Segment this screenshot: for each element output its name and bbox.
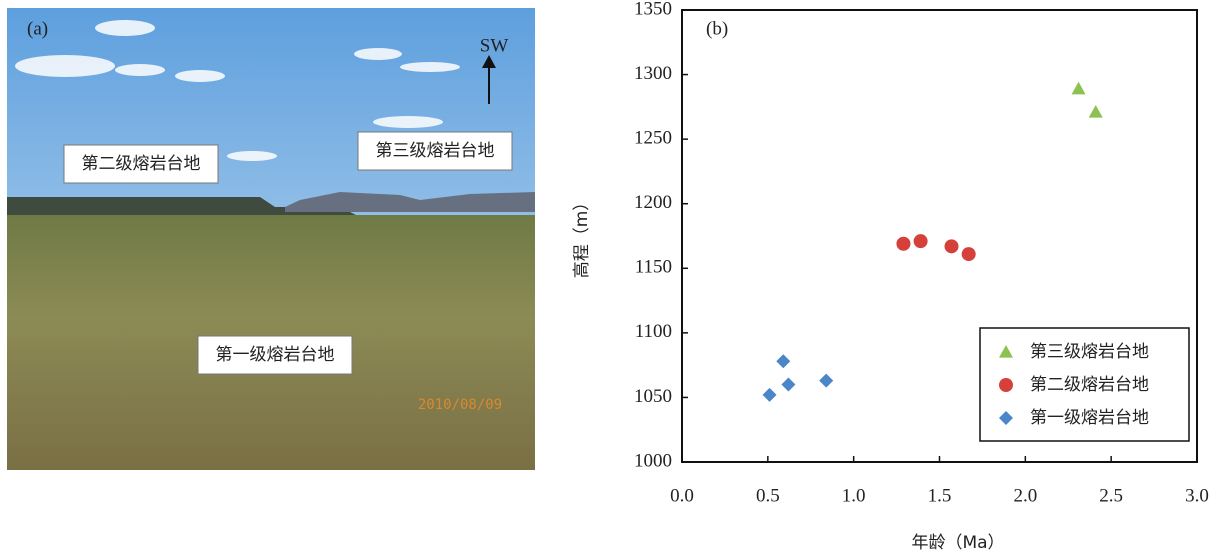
legend-label: 第二级熔岩台地: [1030, 375, 1149, 395]
photo-label: 第二级熔岩台地: [82, 154, 201, 174]
photo-panel-label: (a): [27, 18, 48, 39]
x-axis-label: 年龄（Ma）: [911, 533, 1004, 553]
y-axis-label: 高程（m）: [572, 194, 592, 279]
x-tick-label: 1.5: [928, 485, 952, 506]
y-tick-label: 1250: [634, 128, 672, 149]
y-tick-label: 1200: [634, 192, 672, 213]
y-tick-label: 1300: [634, 63, 672, 84]
legend-label: 第三级熔岩台地: [1030, 342, 1149, 362]
chart: (b) 年龄（Ma） 高程（m） 1000 1050 1100 1150 1200 125…: [572, 0, 1209, 553]
chart-panel-label: (b): [706, 18, 728, 39]
y-tick-label: 1150: [635, 257, 672, 278]
figure: (a) SW 第二级熔岩台地 第三级熔岩台地 第一级熔岩台地 2010/08/0…: [0, 0, 1227, 556]
direction-label: SW: [480, 35, 509, 56]
x-tick-label: 1.0: [842, 485, 866, 506]
y-tick-label: 1350: [634, 0, 672, 19]
legend-label: 第一级熔岩台地: [1030, 408, 1149, 428]
x-tick-label: 2.5: [1099, 485, 1123, 506]
marker: [945, 239, 959, 253]
photo: (a) SW 第二级熔岩台地 第三级熔岩台地 第一级熔岩台地 2010/08/0…: [7, 8, 535, 470]
x-tick-label: 2.0: [1013, 485, 1037, 506]
legend-marker: [999, 378, 1013, 392]
marker: [914, 234, 928, 248]
x-tick-label: 0.5: [756, 485, 780, 506]
photo-label: 第一级熔岩台地: [216, 345, 335, 365]
photo-label: 第三级熔岩台地: [376, 141, 495, 161]
marker: [896, 237, 910, 251]
x-tick-label: 0.0: [670, 485, 694, 506]
y-tick-label: 1050: [634, 386, 672, 407]
y-tick-label: 1100: [635, 321, 672, 342]
x-tick-label: 3.0: [1185, 485, 1209, 506]
y-tick-label: 1000: [634, 450, 672, 471]
page: (a) SW 第二级熔岩台地 第三级熔岩台地 第一级熔岩台地 2010/08/0…: [0, 0, 1227, 560]
marker: [962, 247, 976, 261]
photo-date: 2010/08/09: [418, 397, 502, 413]
